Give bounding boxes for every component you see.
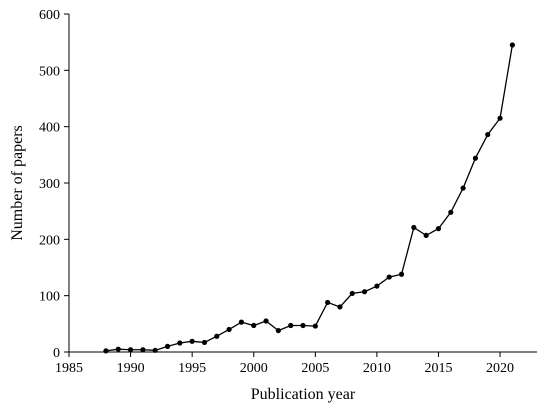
- data-point-1988: [103, 348, 109, 354]
- data-point-2011: [386, 274, 392, 280]
- series-line-0: [105, 44, 514, 352]
- y-tick-label-200: 200: [39, 233, 60, 248]
- y-ticks: 0 100 200 300 400 500 600: [39, 8, 69, 361]
- data-point-1990: [127, 347, 134, 353]
- data-point-2006: [325, 299, 331, 306]
- data-point-2000: [251, 322, 257, 329]
- y-tick-label-300: 300: [39, 177, 60, 192]
- x-tick-label-2005: 2005: [301, 361, 329, 376]
- axes: [68, 14, 537, 353]
- data-point-2014: [423, 232, 429, 238]
- series-layer: [103, 42, 515, 354]
- data-point-1991: [140, 347, 146, 353]
- x-tick-label-2000: 2000: [240, 361, 268, 376]
- y-tick-label-500: 500: [39, 64, 60, 79]
- data-point-2003: [288, 322, 294, 329]
- data-point-2016: [448, 209, 454, 215]
- y-tick-label-0: 0: [53, 346, 60, 361]
- data-point-1989: [115, 346, 121, 352]
- x-tick-label-2015: 2015: [424, 361, 452, 376]
- data-point-1994: [177, 340, 183, 346]
- data-point-2001: [263, 318, 269, 324]
- x-tick-label-1995: 1995: [178, 361, 206, 376]
- x-tick-label-1985: 1985: [55, 361, 83, 376]
- x-tick-label-1990: 1990: [117, 361, 145, 376]
- data-point-1992: [152, 347, 158, 353]
- data-point-1998: [226, 326, 232, 333]
- data-point-2017: [460, 185, 466, 191]
- data-point-2021: [509, 42, 515, 48]
- data-point-1997: [214, 333, 220, 339]
- data-point-2007: [337, 304, 343, 310]
- x-axis-title: Publication year: [251, 386, 356, 403]
- y-axis-title: Number of papers: [9, 125, 26, 241]
- data-point-2015: [435, 226, 442, 232]
- data-point-2020: [497, 115, 503, 121]
- data-point-1999: [238, 319, 245, 325]
- data-point-2012: [398, 271, 405, 277]
- data-point-2018: [472, 155, 479, 161]
- data-point-1996: [201, 339, 208, 346]
- x-tick-label-2010: 2010: [363, 361, 391, 376]
- y-tick-label-100: 100: [39, 290, 60, 305]
- x-ticks: 1985 1990 1995 2000 2005 2010 2015 2020: [55, 352, 514, 376]
- data-point-2008: [349, 290, 355, 297]
- data-point-1995: [189, 338, 195, 344]
- y-tick-label-400: 400: [39, 121, 60, 136]
- data-point-2002: [275, 327, 281, 334]
- y-tick-label-600: 600: [39, 8, 60, 23]
- data-point-2019: [485, 131, 491, 138]
- data-point-2005: [312, 323, 318, 329]
- data-point-2009: [361, 289, 368, 295]
- data-point-2010: [374, 283, 380, 289]
- data-point-1993: [164, 343, 171, 349]
- data-point-2004: [300, 322, 306, 329]
- data-point-2013: [411, 224, 417, 231]
- x-tick-label-2020: 2020: [486, 361, 514, 376]
